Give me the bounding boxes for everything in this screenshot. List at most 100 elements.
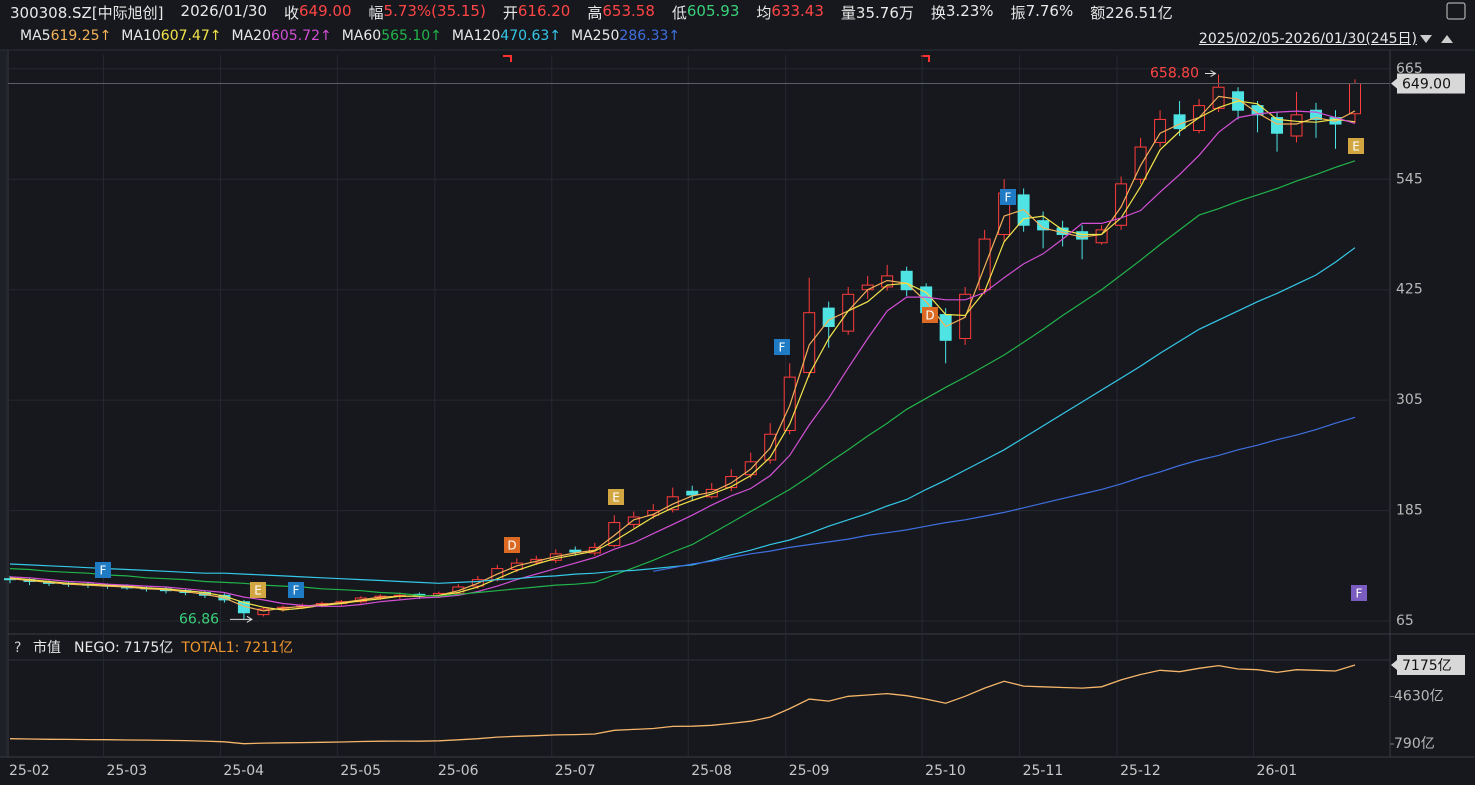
wp-icon[interactable]: [1446, 2, 1466, 20]
marker: [921, 55, 930, 62]
candle-body: [627, 516, 640, 525]
legend-value: 565.10↑: [381, 28, 442, 44]
candle-body: [900, 270, 913, 291]
high-arrow: [1205, 70, 1217, 77]
candle-body: [1037, 220, 1050, 231]
event-marker: [1000, 189, 1016, 205]
candle-body: [1310, 109, 1323, 120]
value-tag-label: 7175亿: [1402, 658, 1452, 674]
field-value: 226.51亿: [1105, 4, 1173, 22]
candle-body: [744, 461, 757, 476]
field-label: 开: [502, 4, 518, 22]
marker: [503, 55, 512, 62]
candle-body: [686, 490, 699, 496]
legend-value: 7175亿: [124, 640, 174, 656]
field-value: 605.93: [686, 2, 740, 20]
x-tick-label: 25-11: [1023, 763, 1064, 779]
event-label: D: [507, 539, 516, 553]
field-label: 额: [1090, 4, 1106, 22]
candle-body: [1115, 183, 1128, 226]
x-tick-label: 25-07: [555, 763, 596, 779]
candle-body: [1290, 114, 1303, 137]
legend-name: TOTAL1:: [180, 640, 239, 656]
candle-body: [1076, 231, 1089, 240]
y-tick-label: 425: [1396, 282, 1423, 298]
quote-date: 2026/01/30: [180, 2, 267, 20]
field-value: 5.73%(35.15): [383, 2, 486, 20]
field-label: 幅: [368, 4, 384, 22]
candle-body: [608, 522, 621, 547]
field-value: 633.43: [771, 2, 824, 20]
price-tag: [1397, 73, 1465, 94]
candle-body: [822, 307, 835, 328]
price-tag-arrow: [1391, 78, 1397, 89]
field-value: 35.76万: [855, 4, 914, 22]
candle-body: [1095, 229, 1108, 244]
legend-name: NEGO:: [74, 640, 120, 656]
x-tick-label: 25-09: [789, 763, 830, 779]
legend-value: 286.33↑: [619, 28, 681, 44]
legend-value: 470.63↑: [500, 28, 562, 44]
candle-body: [842, 293, 855, 332]
low-label: 66.86: [179, 611, 219, 627]
side-strip: [0, 50, 7, 757]
legend-name: MA20: [231, 28, 271, 44]
field-label: 振: [1010, 4, 1026, 22]
event-label: E: [1352, 140, 1360, 154]
ma-legend: MA5 619.25↑ MA10 607.47↑ MA20 605.72↑ MA60 565.…: [10, 28, 680, 44]
field-label: 量: [840, 4, 856, 22]
value-tag: [1397, 654, 1465, 675]
collapse-icon[interactable]: [1441, 35, 1453, 43]
x-tick-label: 26-01: [1257, 763, 1298, 779]
event-marker: [922, 307, 938, 323]
event-label: E: [254, 584, 262, 598]
field-value: 653.58: [602, 2, 655, 20]
legend-name: MA250: [571, 28, 620, 44]
event-label: E: [612, 491, 620, 505]
event-label: F: [1356, 587, 1363, 601]
candle-body: [1134, 146, 1147, 180]
legend-value: 619.25↑: [50, 28, 112, 44]
event-marker: [774, 339, 790, 355]
y-tick-label: 790亿: [1394, 736, 1435, 752]
legend-value: 7211亿: [243, 640, 293, 656]
date-range[interactable]: 2025/02/05-2026/01/30(245日): [1198, 31, 1417, 47]
field-label: 均: [756, 4, 772, 22]
x-tick-label: 25-10: [925, 763, 966, 779]
event-label: F: [779, 341, 786, 355]
candle-body: [803, 312, 816, 374]
candle-body: [1349, 83, 1361, 115]
candle-body: [725, 476, 738, 489]
legend-name: MA60: [341, 28, 382, 44]
event-label: F: [1005, 191, 1012, 205]
legend-name: MA5: [20, 28, 51, 44]
y-tick-label: 545: [1396, 171, 1423, 187]
value-tag-arrow: [1391, 659, 1397, 670]
event-marker: [504, 537, 520, 553]
x-tick-label: 25-04: [223, 763, 264, 779]
field-label: 收: [284, 4, 300, 22]
event-marker: [95, 562, 111, 578]
candle-body: [647, 510, 660, 516]
event-marker: [250, 582, 266, 598]
candle-body: [1212, 86, 1225, 109]
legend-value: 605.72↑: [270, 28, 332, 44]
y-tick-label: 65: [1396, 613, 1414, 629]
x-tick-label: 25-06: [438, 763, 479, 779]
field-value: 3.23%: [945, 2, 994, 20]
x-tick-label: 25-12: [1120, 763, 1161, 779]
stock-code: 300308.SZ[中际旭创]: [10, 4, 164, 22]
y-tick-label: 4630亿: [1394, 688, 1444, 704]
y-tick-label: 665: [1396, 61, 1423, 77]
candle-body: [569, 549, 582, 553]
candle-body: [978, 238, 991, 291]
x-tick-label: 25-08: [691, 763, 732, 779]
x-tick-label: 25-02: [9, 763, 50, 779]
field-value: 649.00: [299, 2, 352, 20]
y-tick-label: 305: [1396, 392, 1423, 408]
dropdown-icon[interactable]: [1420, 35, 1432, 43]
panel-title: 市值: [33, 639, 61, 656]
price-tag-label: 649.00: [1402, 77, 1451, 93]
